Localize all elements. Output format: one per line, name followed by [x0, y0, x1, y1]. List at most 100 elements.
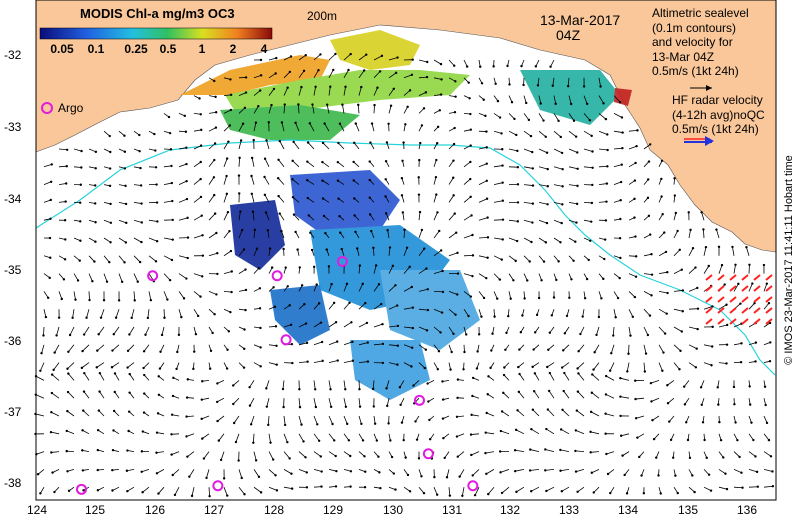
- velocity-arrow: [475, 362, 480, 370]
- velocity-arrow: [358, 433, 365, 442]
- velocity-arrow: [67, 486, 75, 493]
- velocity-arrow: [43, 163, 53, 168]
- velocity-arrow: [493, 181, 504, 185]
- velocity-arrow: [223, 174, 228, 185]
- velocity-arrow: [402, 433, 405, 442]
- velocity-arrow: [373, 283, 381, 292]
- velocity-arrow: [268, 56, 278, 61]
- hf-radar-arrow: [741, 274, 749, 281]
- velocity-arrow: [658, 159, 664, 167]
- velocity-arrow: [443, 451, 450, 460]
- velocity-arrow: [185, 433, 195, 438]
- velocity-arrow: [715, 228, 720, 239]
- velocity-arrow: [612, 326, 615, 337]
- velocity-arrow: [66, 469, 75, 473]
- velocity-arrow: [237, 174, 241, 185]
- velocity-arrow: [400, 194, 405, 203]
- velocity-arrow: [568, 166, 579, 170]
- velocity-arrow: [298, 54, 307, 61]
- colorbar-tick: 0.1: [87, 42, 105, 56]
- velocity-arrow: [688, 326, 699, 331]
- velocity-arrow: [208, 362, 212, 370]
- velocity-arrow: [507, 309, 510, 318]
- velocity-arrow: [208, 326, 214, 335]
- velocity-arrow: [583, 183, 594, 187]
- velocity-arrow: [328, 52, 337, 61]
- velocity-arrow: [538, 184, 549, 188]
- velocity-arrow: [112, 429, 120, 435]
- velocity-arrow: [43, 291, 50, 300]
- velocity-arrow: [628, 161, 637, 168]
- velocity-arrow: [643, 326, 650, 337]
- hf-radar-arrow: [765, 285, 773, 292]
- hf-radar-arrow: [741, 307, 749, 314]
- velocity-arrow: [519, 326, 525, 334]
- map-date: 13-Mar-2017: [540, 12, 621, 28]
- velocity-arrow: [733, 342, 743, 346]
- velocity-arrow: [283, 285, 289, 292]
- velocity-arrow: [192, 362, 195, 371]
- velocity-arrow: [238, 139, 243, 150]
- velocity-arrow: [215, 397, 225, 404]
- velocity-arrow: [339, 231, 345, 239]
- velocity-arrow: [427, 397, 435, 403]
- velocity-arrow: [43, 236, 52, 240]
- velocity-arrow: [455, 433, 465, 438]
- velocity-arrow: [368, 160, 375, 168]
- velocity-arrow: [148, 219, 159, 223]
- velocity-arrow: [188, 469, 195, 478]
- velocity-arrow: [598, 219, 608, 222]
- velocity-arrow: [143, 392, 150, 399]
- velocity-arrow: [403, 486, 412, 493]
- map-hour: 04Z: [556, 27, 581, 43]
- colorbar-tick: 4: [260, 42, 268, 56]
- velocity-arrow: [568, 255, 575, 262]
- velocity-arrow: [628, 179, 637, 185]
- velocity-arrow: [178, 162, 188, 168]
- velocity-arrow: [673, 344, 682, 353]
- velocity-arrow: [157, 486, 165, 495]
- velocity-arrow: [373, 433, 379, 442]
- velocity-arrow: [113, 390, 120, 399]
- velocity-arrow: [283, 55, 293, 61]
- velocity-arrow: [163, 273, 172, 282]
- hf-legend-arrowhead: [705, 136, 714, 146]
- velocity-arrow: [463, 160, 472, 168]
- velocity-arrow: [97, 409, 105, 417]
- velocity-arrow: [352, 160, 360, 168]
- velocity-arrow: [621, 451, 630, 457]
- velocity-arrow: [673, 194, 677, 203]
- velocity-arrow: [163, 309, 166, 319]
- velocity-arrow: [193, 177, 202, 185]
- colorbar-gradient: [39, 27, 273, 40]
- velocity-arrow: [353, 214, 360, 221]
- velocity-arrow: [493, 130, 503, 135]
- velocity-arrow: [250, 156, 255, 167]
- velocity-arrow: [590, 469, 600, 474]
- velocity-arrow: [223, 270, 233, 274]
- velocity-arrow: [133, 219, 144, 224]
- velocity-arrow: [448, 326, 455, 336]
- velocity-arrow: [176, 344, 180, 354]
- hf-legend-line: 0.5m/s (1kt 24h): [672, 122, 759, 136]
- velocity-arrow: [163, 237, 174, 241]
- velocity-arrow: [373, 302, 383, 310]
- velocity-arrow: [553, 273, 558, 282]
- velocity-arrow: [748, 433, 755, 442]
- velocity-arrow: [82, 390, 90, 399]
- velocity-arrow: [493, 113, 502, 119]
- velocity-arrow: [613, 291, 620, 300]
- velocity-arrow: [628, 326, 632, 337]
- velocity-arrow: [65, 449, 75, 453]
- velocity-arrow: [202, 451, 210, 460]
- velocity-arrow: [58, 148, 69, 151]
- velocity-arrow: [718, 303, 728, 310]
- velocity-arrow: [442, 433, 450, 440]
- velocity-arrow: [433, 469, 436, 479]
- velocity-arrow: [208, 158, 216, 168]
- lon-tick: 134: [617, 503, 639, 517]
- velocity-arrow: [205, 469, 210, 480]
- velocity-arrow: [283, 323, 293, 328]
- velocity-arrow: [253, 326, 262, 330]
- velocity-arrow: [448, 212, 456, 221]
